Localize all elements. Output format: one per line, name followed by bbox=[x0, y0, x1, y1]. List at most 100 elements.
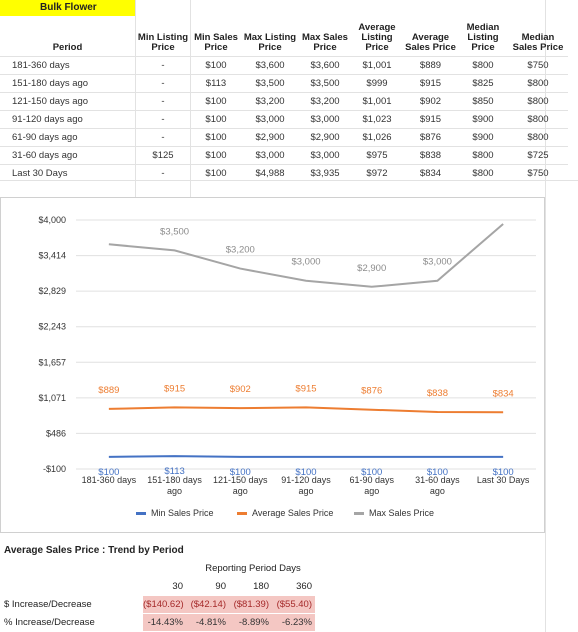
value-cell[interactable]: $902 bbox=[403, 92, 458, 111]
value-cell[interactable]: $3,000 bbox=[299, 110, 351, 129]
table-row[interactable]: Last 30 Days - $100 $4,988 $3,935 $972 $834 $80… bbox=[0, 164, 568, 182]
value-cell[interactable]: $100 bbox=[191, 56, 241, 75]
value-cell[interactable]: $100 bbox=[191, 164, 241, 182]
percent-change-cell[interactable]: -8.89% bbox=[229, 614, 272, 631]
value-cell[interactable]: $800 bbox=[458, 146, 508, 165]
value-cell[interactable]: $113 bbox=[191, 74, 241, 93]
value-cell[interactable]: $800 bbox=[458, 164, 508, 182]
dollar-change-cell[interactable]: ($55.40) bbox=[272, 596, 315, 613]
value-cell[interactable]: $800 bbox=[508, 92, 568, 111]
x-tick-label: ago bbox=[364, 486, 379, 496]
percent-change-cell[interactable]: -6.23% bbox=[272, 614, 315, 631]
data-label: $2,900 bbox=[357, 263, 386, 274]
period-cell[interactable]: 91-120 days ago bbox=[0, 110, 135, 129]
value-cell[interactable]: $3,000 bbox=[241, 110, 299, 129]
table-row[interactable]: 121-150 days ago - $100 $3,200 $3,200 $1,001 $… bbox=[0, 92, 568, 111]
value-cell[interactable]: $3,500 bbox=[241, 74, 299, 93]
value-cell[interactable]: $3,600 bbox=[241, 56, 299, 75]
table-row[interactable]: 151-180 days ago - $113 $3,500 $3,500 $999 $91… bbox=[0, 74, 568, 93]
column-header[interactable]: Median Sales Price bbox=[512, 32, 564, 53]
value-cell[interactable]: $100 bbox=[191, 110, 241, 129]
value-cell[interactable]: $889 bbox=[403, 56, 458, 75]
value-cell[interactable]: $3,200 bbox=[299, 92, 351, 111]
period-cell[interactable]: 181-360 days bbox=[0, 56, 135, 75]
column-header[interactable]: Max Listing Price bbox=[243, 32, 297, 53]
value-cell[interactable]: $3,000 bbox=[299, 146, 351, 165]
value-cell[interactable]: $975 bbox=[351, 146, 403, 165]
dollar-change-label[interactable]: $ Increase/Decrease bbox=[4, 599, 92, 610]
column-header[interactable]: Min Sales Price bbox=[194, 32, 238, 53]
period-header-cell[interactable]: 90 bbox=[215, 581, 226, 592]
period-cell[interactable]: Last 30 Days bbox=[0, 164, 135, 182]
value-cell[interactable]: $800 bbox=[508, 110, 568, 129]
value-cell[interactable]: - bbox=[135, 74, 191, 93]
period-cell[interactable]: 151-180 days ago bbox=[0, 74, 135, 93]
data-label: $100 bbox=[98, 467, 119, 478]
value-cell[interactable]: $900 bbox=[458, 110, 508, 129]
value-cell[interactable]: $2,900 bbox=[299, 128, 351, 147]
value-cell[interactable]: - bbox=[135, 164, 191, 182]
column-header[interactable]: Period bbox=[52, 42, 83, 53]
value-cell[interactable]: $3,935 bbox=[299, 164, 351, 182]
value-cell[interactable]: $876 bbox=[403, 128, 458, 147]
value-cell[interactable]: $3,500 bbox=[299, 74, 351, 93]
price-chart[interactable]: $4,000 $3,414 $2,829 $2,243 $1,657 $1,071 $486… bbox=[0, 197, 545, 533]
value-cell[interactable]: $1,001 bbox=[351, 92, 403, 111]
value-cell[interactable]: $825 bbox=[458, 74, 508, 93]
period-header-cell[interactable]: 30 bbox=[172, 581, 183, 592]
value-cell[interactable]: $3,200 bbox=[241, 92, 299, 111]
table-row[interactable]: 181-360 days - $100 $3,600 $3,600 $1,001 $889 $… bbox=[0, 56, 568, 75]
table-row[interactable]: 61-90 days ago - $100 $2,900 $2,900 $1,026 $87… bbox=[0, 128, 568, 147]
column-header[interactable]: Min Listing Price bbox=[137, 32, 189, 53]
sheet-title[interactable]: Bulk Flower bbox=[0, 0, 135, 16]
value-cell[interactable]: $100 bbox=[191, 128, 241, 147]
value-cell[interactable]: $800 bbox=[508, 128, 568, 147]
value-cell[interactable]: $1,001 bbox=[351, 56, 403, 75]
value-cell[interactable]: $838 bbox=[403, 146, 458, 165]
value-cell[interactable]: $725 bbox=[508, 146, 568, 165]
value-cell[interactable]: $972 bbox=[351, 164, 403, 182]
dollar-change-cell[interactable]: ($81.39) bbox=[229, 596, 272, 613]
period-cell[interactable]: 121-150 days ago bbox=[0, 92, 135, 111]
period-header-cell[interactable]: 180 bbox=[253, 581, 269, 592]
value-cell[interactable]: $100 bbox=[191, 92, 241, 111]
value-cell[interactable]: $834 bbox=[403, 164, 458, 182]
value-cell[interactable]: $1,026 bbox=[351, 128, 403, 147]
period-cell[interactable]: 61-90 days ago bbox=[0, 128, 135, 147]
value-cell[interactable]: $850 bbox=[458, 92, 508, 111]
value-cell[interactable]: $1,023 bbox=[351, 110, 403, 129]
legend-swatch bbox=[354, 512, 364, 515]
value-cell[interactable]: $4,988 bbox=[241, 164, 299, 182]
dollar-change-cell[interactable]: ($140.62) bbox=[143, 596, 186, 613]
percent-change-label[interactable]: % Increase/Decrease bbox=[4, 617, 95, 628]
column-header[interactable]: Max Sales Price bbox=[302, 32, 348, 53]
table-row[interactable]: 31-60 days ago $125 $100 $3,000 $3,000 $975 $8… bbox=[0, 146, 568, 165]
value-cell[interactable]: - bbox=[135, 56, 191, 75]
value-cell[interactable]: $3,600 bbox=[299, 56, 351, 75]
percent-change-cell[interactable]: -14.43% bbox=[143, 614, 186, 631]
period-cell[interactable]: 31-60 days ago bbox=[0, 146, 135, 165]
value-cell[interactable]: $2,900 bbox=[241, 128, 299, 147]
period-header-cell[interactable]: 360 bbox=[296, 581, 312, 592]
value-cell[interactable]: $125 bbox=[135, 146, 191, 165]
value-cell[interactable]: $800 bbox=[458, 56, 508, 75]
column-header[interactable]: Median Listing Price bbox=[466, 22, 500, 53]
value-cell[interactable]: $3,000 bbox=[241, 146, 299, 165]
value-cell[interactable]: $800 bbox=[508, 74, 568, 93]
column-header[interactable]: Average Sales Price bbox=[405, 32, 456, 53]
value-cell[interactable]: - bbox=[135, 110, 191, 129]
percent-change-cell[interactable]: -4.81% bbox=[186, 614, 229, 631]
dollar-change-cell[interactable]: ($42.14) bbox=[186, 596, 229, 613]
column-header[interactable]: Average Listing Price bbox=[358, 22, 396, 53]
value-cell[interactable]: $915 bbox=[403, 74, 458, 93]
x-tick-label: 61-90 days bbox=[349, 475, 394, 485]
value-cell[interactable]: $999 bbox=[351, 74, 403, 93]
value-cell[interactable]: $900 bbox=[458, 128, 508, 147]
value-cell[interactable]: $750 bbox=[508, 164, 568, 182]
table-row[interactable]: 91-120 days ago - $100 $3,000 $3,000 $1,023 $9… bbox=[0, 110, 568, 129]
value-cell[interactable]: $915 bbox=[403, 110, 458, 129]
value-cell[interactable]: $750 bbox=[508, 56, 568, 75]
value-cell[interactable]: - bbox=[135, 92, 191, 111]
value-cell[interactable]: $100 bbox=[191, 146, 241, 165]
value-cell[interactable]: - bbox=[135, 128, 191, 147]
